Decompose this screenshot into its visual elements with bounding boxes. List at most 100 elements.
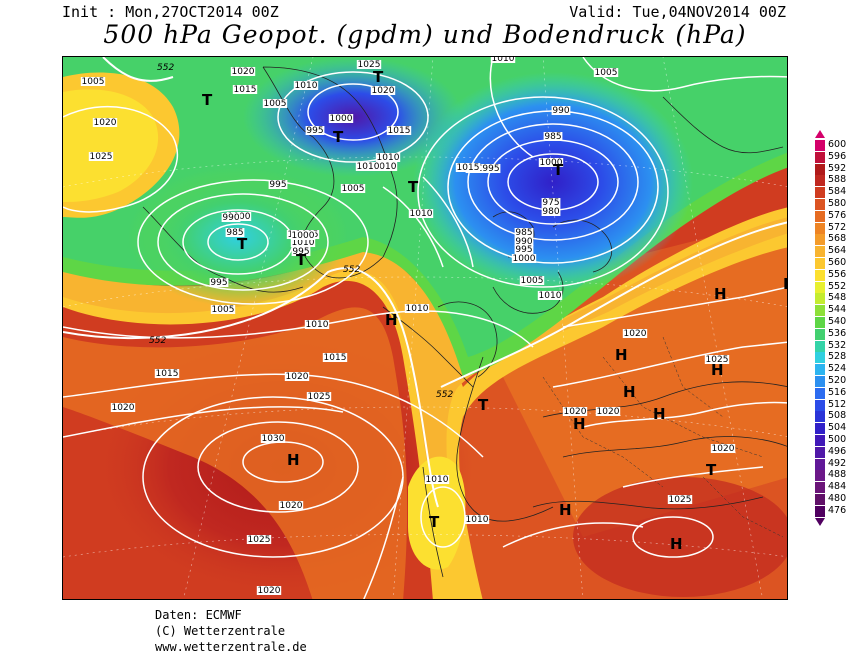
scale-label: 528 bbox=[828, 351, 847, 363]
scale-swatch bbox=[815, 470, 825, 482]
pressure-label: 1020 bbox=[278, 501, 304, 511]
scale-swatch bbox=[815, 505, 825, 517]
svg-text:1020: 1020 bbox=[232, 67, 255, 77]
scale-swatch bbox=[815, 411, 825, 423]
scale-swatch bbox=[815, 423, 825, 435]
pressure-label: 1010 bbox=[372, 162, 398, 172]
geopotential-labels: 552 552 552 552 bbox=[149, 63, 453, 400]
scale-label: 512 bbox=[828, 398, 847, 410]
svg-text:1010: 1010 bbox=[492, 57, 515, 64]
svg-text:1010: 1010 bbox=[406, 304, 429, 314]
pressure-label: 1005 bbox=[80, 77, 106, 87]
valid-time: Valid: Tue,04NOV2014 00Z bbox=[569, 3, 786, 21]
scale-label: 500 bbox=[828, 434, 847, 445]
pressure-label: 980 bbox=[541, 207, 561, 217]
svg-text:1020: 1020 bbox=[112, 403, 135, 413]
high-pressure-marker: H bbox=[714, 285, 727, 303]
scale-label: 568 bbox=[828, 233, 847, 245]
svg-text:995: 995 bbox=[515, 245, 532, 255]
scale-label: 600 bbox=[828, 139, 847, 150]
geopotential-552-label: 552 bbox=[436, 390, 453, 400]
svg-text:1005: 1005 bbox=[595, 68, 618, 78]
scale-label: 476 bbox=[828, 504, 847, 516]
scale-label: 532 bbox=[828, 339, 847, 351]
scale-swatch bbox=[815, 458, 825, 470]
scale-swatch bbox=[815, 399, 825, 411]
svg-text:1015: 1015 bbox=[156, 369, 179, 379]
scale-swatch bbox=[815, 281, 825, 293]
pressure-label: 985 bbox=[514, 228, 534, 238]
pressure-label: 985 bbox=[225, 228, 245, 238]
pressure-label: 1025 bbox=[88, 152, 114, 162]
scale-swatch bbox=[815, 140, 825, 151]
scale-swatch bbox=[815, 305, 825, 317]
pressure-label: 990 bbox=[514, 237, 534, 247]
svg-text:1000: 1000 bbox=[540, 158, 563, 168]
svg-text:1020: 1020 bbox=[372, 86, 395, 96]
east-high-zone bbox=[573, 477, 787, 597]
pressure-label: 1005 bbox=[519, 276, 545, 286]
high-pressure-marker: H bbox=[615, 346, 628, 364]
pressure-label: 1025 bbox=[704, 355, 730, 365]
svg-text:1025: 1025 bbox=[308, 392, 331, 402]
scale-swatch bbox=[815, 446, 825, 458]
pressure-label: 1020 bbox=[562, 407, 588, 417]
scale-swatch bbox=[815, 352, 825, 364]
scale-label: 592 bbox=[828, 162, 847, 174]
high-pressure-marker: H bbox=[385, 311, 398, 329]
nw-high-core bbox=[63, 89, 159, 202]
svg-text:1025: 1025 bbox=[669, 495, 692, 505]
scale-label: 556 bbox=[828, 268, 847, 280]
svg-text:1010: 1010 bbox=[374, 162, 397, 172]
scale-swatch bbox=[815, 258, 825, 269]
svg-text:1010: 1010 bbox=[377, 153, 400, 163]
svg-text:1005: 1005 bbox=[212, 305, 235, 315]
high-pressure-marker: H bbox=[783, 275, 788, 293]
svg-text:1010: 1010 bbox=[410, 209, 433, 219]
low-pressure-marker: T bbox=[373, 68, 384, 86]
svg-text:1020: 1020 bbox=[286, 372, 309, 382]
high-pressure-marker: H bbox=[670, 535, 683, 553]
chart-title: 500 hPa Geopot. (gpdm) und Bodendruck (h… bbox=[103, 20, 747, 49]
scale-swatch bbox=[815, 234, 825, 246]
credit-website[interactable]: www.wetterzentrale.de bbox=[155, 640, 307, 654]
pressure-label: 995 bbox=[209, 278, 229, 288]
scale-label: 536 bbox=[828, 327, 847, 339]
pressure-label: 1030 bbox=[260, 434, 286, 444]
scale-swatch bbox=[815, 269, 825, 281]
pressure-label: 1025 bbox=[356, 60, 382, 70]
pressure-label: 995 bbox=[514, 245, 534, 255]
scale-swatch bbox=[815, 199, 825, 210]
scale-label: 548 bbox=[828, 292, 847, 304]
scale-bottom-arrow bbox=[815, 517, 825, 526]
pressure-label: 1010 bbox=[464, 515, 490, 525]
scale-label: 504 bbox=[828, 422, 847, 434]
scale-swatch bbox=[815, 246, 825, 258]
scale-label: 516 bbox=[828, 386, 847, 398]
svg-text:1025: 1025 bbox=[706, 355, 729, 365]
svg-text:1020: 1020 bbox=[94, 118, 117, 128]
warm-zone-west bbox=[63, 307, 408, 599]
scale-swatch bbox=[815, 187, 825, 199]
pressure-label: 1000 bbox=[511, 254, 537, 264]
pressure-label: 1015 bbox=[322, 353, 348, 363]
scale-label: 552 bbox=[828, 280, 847, 292]
pressure-label: 1020 bbox=[284, 372, 310, 382]
scale-swatch bbox=[815, 175, 825, 187]
low-pressure-marker: T bbox=[408, 178, 419, 196]
scale-label: 524 bbox=[828, 363, 847, 375]
svg-text:990: 990 bbox=[222, 213, 239, 223]
high-pressure-marker: H bbox=[287, 451, 300, 469]
scale-label: 560 bbox=[828, 257, 847, 268]
scale-swatch bbox=[815, 210, 825, 222]
low-pressure-symbols: T T T T T T T T T T bbox=[202, 68, 717, 531]
low-pressure-marker: T bbox=[237, 235, 248, 253]
svg-text:1020: 1020 bbox=[280, 501, 303, 511]
svg-text:1010: 1010 bbox=[306, 320, 329, 330]
high-pressure-marker: H bbox=[653, 405, 666, 423]
scale-swatch bbox=[815, 293, 825, 305]
scale-swatch bbox=[815, 340, 825, 352]
svg-text:1020: 1020 bbox=[258, 586, 281, 596]
svg-text:1010: 1010 bbox=[292, 238, 315, 248]
pressure-label: 1010 bbox=[355, 162, 381, 172]
